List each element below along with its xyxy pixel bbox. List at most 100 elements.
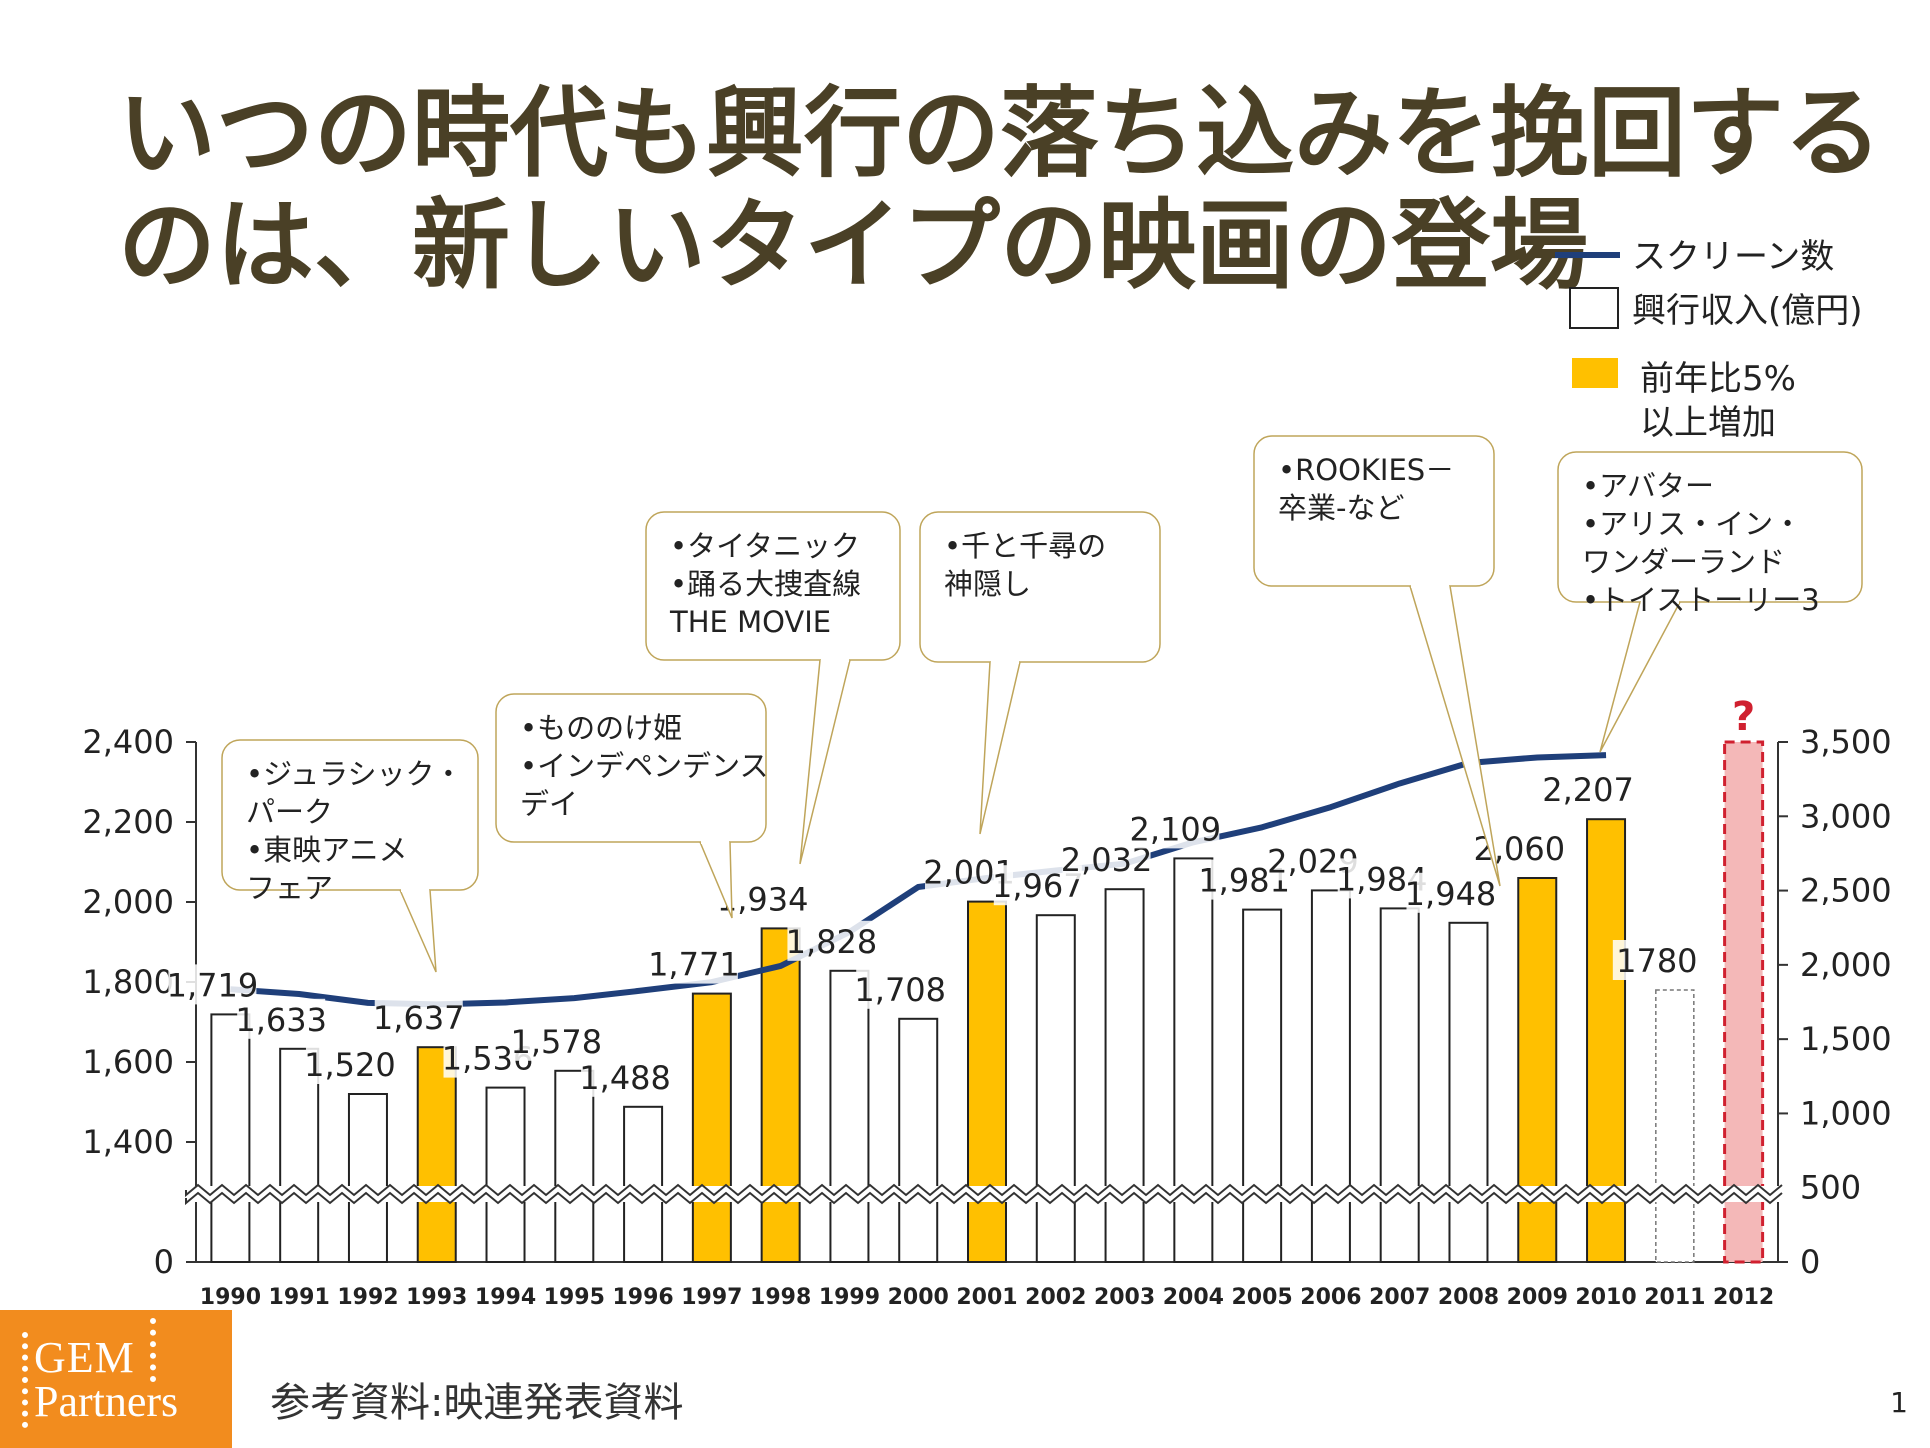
data-label-bg [718, 878, 807, 919]
callout-text: •トイストーリー3 [1582, 583, 1820, 617]
bar-1997 [691, 992, 732, 1263]
callout-text: 卒業-など [1278, 491, 1404, 525]
page-number: 1 [1890, 1386, 1908, 1419]
callout-text: •踊る大捜査線 [670, 567, 861, 601]
logo-line-1: GEM [34, 1333, 135, 1382]
callout-text: •インデペンデンス [520, 749, 769, 783]
data-label-bg [168, 964, 257, 1005]
callout-text: THE MOVIE [669, 605, 831, 639]
callout-text: •アバター [1582, 469, 1714, 503]
bar-2011 [1655, 989, 1695, 1263]
callout-pointer [979, 661, 1021, 835]
bar-2008 [1448, 921, 1489, 1263]
legend-revenue-label: 興行収入(億円) [1632, 291, 1863, 331]
y-left-tick-label: 2,200 [82, 803, 174, 841]
bar-2005 [1242, 908, 1283, 1263]
bar-1992 [347, 1093, 388, 1263]
y-left-tick-label: 1,400 [82, 1123, 174, 1161]
callout-text: ワンダーランド [1582, 545, 1785, 579]
x-tick-label: 2001 [956, 1285, 1017, 1310]
bar-2002 [1035, 914, 1076, 1263]
x-tick-label: 1992 [337, 1285, 398, 1310]
x-tick-label: 1990 [200, 1285, 261, 1310]
x-tick-label: 2009 [1507, 1285, 1568, 1310]
x-tick-label: 1997 [681, 1285, 742, 1310]
x-tick-label: 1991 [269, 1285, 330, 1310]
bar-1998 [760, 927, 801, 1264]
y-left-tick-label: 1,800 [82, 963, 174, 1001]
callout-pointer [699, 841, 733, 919]
axes-group: 0 1,400 1,600 1,800 2,000 2,200 2,400 0 500 1,000… [82, 723, 1891, 1310]
legend-growth-swatch [1572, 358, 1618, 388]
bar-2000 [898, 1017, 939, 1263]
callout-box [645, 511, 901, 661]
callout-box [1557, 451, 1863, 603]
title-line-2: のは、新しいタイプの映画の登場 [118, 189, 1589, 303]
x-tick-label: 2012 [1713, 1285, 1774, 1310]
bar-2007 [1379, 907, 1420, 1264]
data-label-bg [787, 920, 876, 961]
callout-joint [1411, 584, 1449, 588]
bar-2009 [1517, 877, 1558, 1263]
legend-revenue-swatch [1569, 287, 1619, 329]
data-label-bg [1544, 769, 1633, 810]
y-right-tick-label: 500 [1800, 1169, 1861, 1207]
bar-2001 [967, 900, 1007, 1263]
page-title: いつの時代も興行の落ち込みを挽回する のは、新しいタイプの映画の登場 [118, 78, 1882, 302]
y-left-tick-label: 2,000 [82, 883, 174, 921]
callout-text: パーク [246, 795, 333, 829]
bar-1995 [554, 1069, 595, 1264]
bar-1993 [416, 1046, 457, 1263]
data-label: 1,948 [1405, 875, 1497, 913]
callout-box [221, 739, 479, 891]
x-tick-label: 2003 [1094, 1285, 1155, 1310]
x-tick-label: 2007 [1369, 1285, 1430, 1310]
axis-break-gap [184, 1186, 1790, 1202]
x-tick-label: 2002 [1025, 1285, 1086, 1310]
y-right-tick-label: 1,000 [1800, 1094, 1892, 1132]
x-tick-label: 1994 [475, 1285, 536, 1310]
data-label: 1,488 [579, 1059, 671, 1097]
callout-text: •東映アニメ [246, 833, 408, 867]
y-right-tick-label: 3,000 [1800, 797, 1892, 835]
bar-1991 [279, 1047, 320, 1264]
y-right-tick-label: 2,500 [1800, 872, 1892, 910]
x-tick-label: 2010 [1575, 1285, 1636, 1310]
x-tick-label: 2004 [1163, 1285, 1224, 1310]
y-right-tick-label: 1,500 [1800, 1020, 1892, 1058]
projection-question-mark: ? [1732, 694, 1755, 740]
data-label-bg [856, 968, 945, 1009]
x-tick-label: 1999 [819, 1285, 880, 1310]
y-right-tick-label: 0 [1800, 1243, 1820, 1281]
x-tick-label: 2011 [1644, 1285, 1705, 1310]
legend-growth-label-2: 以上増加 [1640, 403, 1776, 443]
axis-break-line [185, 1191, 1783, 1206]
data-label-bg [1406, 872, 1495, 913]
data-label: 1,578 [510, 1023, 602, 1061]
data-label: 2,109 [1130, 810, 1222, 848]
x-tick-label: 2005 [1232, 1285, 1293, 1310]
data-label-bg [1131, 808, 1220, 849]
data-label: 1,520 [304, 1046, 396, 1084]
legend-growth-label-1: 前年比5% [1640, 359, 1796, 399]
data-label: 1,633 [235, 1001, 327, 1039]
data-label-bg [649, 943, 738, 984]
callout-joint [991, 660, 1019, 664]
y-right-tick-label: 2,000 [1800, 946, 1892, 984]
callout-text: •ROOKIES－ [1278, 453, 1454, 487]
logo-line-2: Partners [34, 1377, 179, 1426]
bar-2012-projection [1723, 740, 1765, 1264]
gem-partners-logo: GEM Partners [0, 1310, 232, 1448]
data-label: 1780 [1616, 942, 1697, 980]
bar-2006 [1310, 889, 1351, 1264]
data-label: 1,771 [648, 946, 740, 984]
y-left-tick-label: 1,600 [82, 1043, 174, 1081]
x-tick-label: 1995 [544, 1285, 605, 1310]
callout-text: フェア [246, 871, 333, 905]
callout-joint [821, 658, 849, 662]
x-tick-label: 2008 [1438, 1285, 1499, 1310]
data-label-bg [374, 997, 463, 1038]
legend-screens-label: スクリーン数 [1632, 237, 1834, 277]
data-label: 1,828 [786, 923, 878, 961]
bar-1994 [485, 1086, 526, 1263]
